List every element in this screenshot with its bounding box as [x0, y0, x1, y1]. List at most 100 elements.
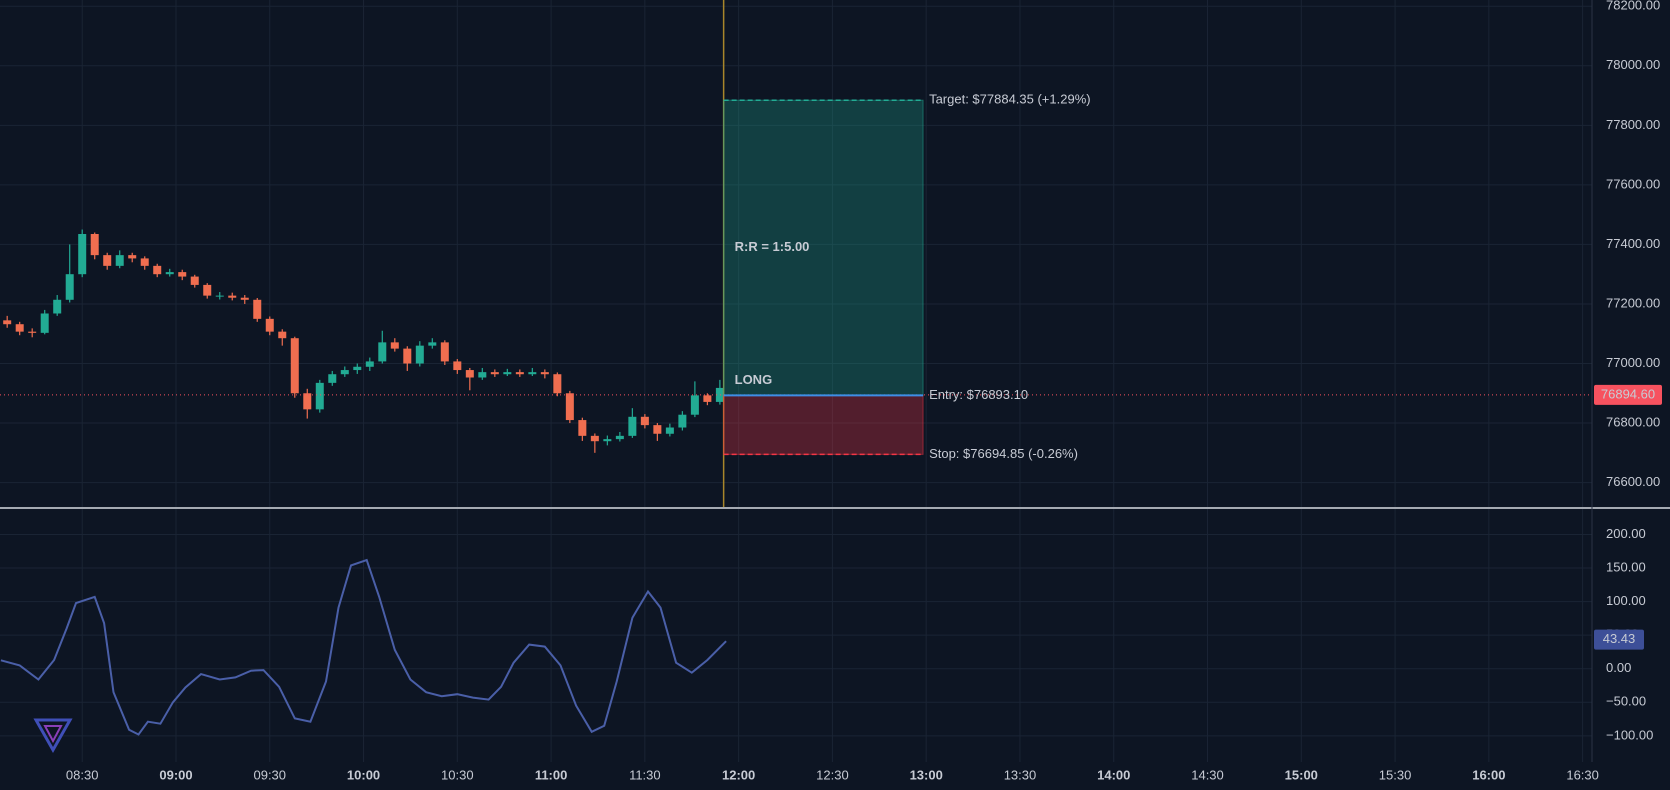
logo-inner	[43, 725, 63, 744]
candle-body	[403, 348, 412, 364]
candle-body	[440, 342, 449, 362]
candle-body	[265, 318, 274, 332]
x-tick-label: 10:30	[441, 767, 474, 782]
candle-body	[140, 258, 149, 266]
candle-body	[165, 272, 174, 275]
candle-body	[653, 425, 662, 434]
indicator-line	[0, 558, 727, 736]
x-tick-label: 11:30	[629, 767, 661, 782]
last-value-box	[1594, 629, 1644, 650]
candle-body	[428, 342, 437, 346]
candle-body	[290, 338, 299, 394]
candle-body	[28, 331, 37, 333]
candle-body	[365, 361, 374, 367]
x-tick-label: 11:00	[535, 767, 568, 782]
candle-body	[78, 234, 87, 275]
candle-body	[515, 372, 524, 375]
x-tick-label: 15:00	[1285, 767, 1318, 782]
x-tick-label: 10:00	[347, 767, 380, 782]
candle-body	[553, 374, 562, 394]
candle-body	[40, 313, 49, 333]
candle-body	[478, 372, 487, 378]
x-tick-label: 16:00	[1472, 767, 1505, 782]
candle-body	[465, 370, 474, 378]
y-tick-label: −50.00	[1606, 694, 1646, 709]
candle-body	[615, 435, 624, 440]
candle-body	[128, 255, 137, 259]
candle-body	[90, 234, 99, 256]
stop-zone	[723, 394, 924, 455]
logo-shape	[33, 718, 73, 754]
x-tick-label: 09:30	[253, 767, 286, 782]
candle-body	[228, 295, 237, 298]
y-tick-label: 150.00	[1606, 559, 1646, 574]
target-label: Target: $77884.35 (+1.29%)	[929, 92, 1091, 107]
candle-body	[415, 345, 424, 364]
candle-body	[115, 255, 124, 266]
candle-body	[540, 372, 549, 375]
candle-body	[278, 331, 287, 339]
candle-body	[340, 370, 349, 375]
last-price-label: 76894.60	[1601, 386, 1655, 401]
candle-body	[628, 416, 637, 436]
y-tick-label: 76600.00	[1606, 474, 1660, 489]
last-value-label: 43.43	[1603, 631, 1636, 646]
last-price-box	[1594, 384, 1662, 405]
x-tick-label: 12:00	[722, 767, 755, 782]
candle-body	[378, 342, 387, 362]
x-tick-label: 15:30	[1379, 767, 1412, 782]
y-tick-label: 77600.00	[1606, 176, 1660, 191]
candle-body	[203, 284, 212, 296]
candle-body	[353, 366, 362, 371]
candle-body	[53, 299, 62, 314]
stop-label: Stop: $76694.85 (-0.26%)	[929, 446, 1078, 461]
candle-body	[703, 395, 712, 402]
y-tick-label: 100.00	[1606, 593, 1646, 608]
candle-body	[65, 274, 74, 300]
candle-body	[528, 372, 537, 375]
ratio-label: R:R = 1:5.00	[735, 239, 810, 254]
candle-body	[15, 324, 24, 332]
side-label: LONG	[735, 372, 773, 387]
y-tick-label: 76800.00	[1606, 414, 1660, 429]
y-tick-label: 77200.00	[1606, 295, 1660, 310]
candle-body	[690, 395, 699, 415]
candle-body	[590, 435, 599, 442]
candle-body	[190, 276, 199, 285]
candle-body	[603, 439, 612, 442]
logo	[33, 718, 73, 754]
candle-body	[303, 393, 312, 410]
candle-body	[490, 372, 499, 375]
x-tick-label: 13:00	[910, 767, 943, 782]
candle-body	[503, 372, 512, 375]
candle-body	[153, 265, 162, 275]
candle-body	[578, 420, 587, 436]
y-tick-label: 0.00	[1606, 660, 1631, 675]
candle-body	[103, 255, 112, 266]
candle-body	[640, 416, 649, 426]
candle-body	[665, 427, 674, 434]
x-tick-label: 14:30	[1191, 767, 1224, 782]
candle-body	[565, 393, 574, 421]
candle-body	[678, 414, 687, 428]
candle-body	[240, 297, 249, 300]
y-tick-label: 78000.00	[1606, 57, 1660, 72]
candle-body	[328, 374, 337, 383]
candle-body	[390, 342, 399, 349]
candle-body	[253, 299, 262, 319]
y-tick-label: −100.00	[1606, 727, 1653, 742]
candle-body	[715, 387, 724, 402]
y-tick-label: 200.00	[1606, 526, 1646, 541]
candle-body	[315, 382, 324, 410]
candle-body	[215, 295, 224, 297]
y-tick-label: 78200.00	[1606, 0, 1660, 13]
x-tick-label: 12:30	[816, 767, 849, 782]
target-zone	[723, 99, 924, 396]
y-tick-label: 77000.00	[1606, 355, 1660, 370]
y-tick-label: 77800.00	[1606, 117, 1660, 132]
x-tick-label: 16:30	[1566, 767, 1599, 782]
candle-body	[3, 320, 12, 325]
x-tick-label: 14:00	[1097, 767, 1130, 782]
